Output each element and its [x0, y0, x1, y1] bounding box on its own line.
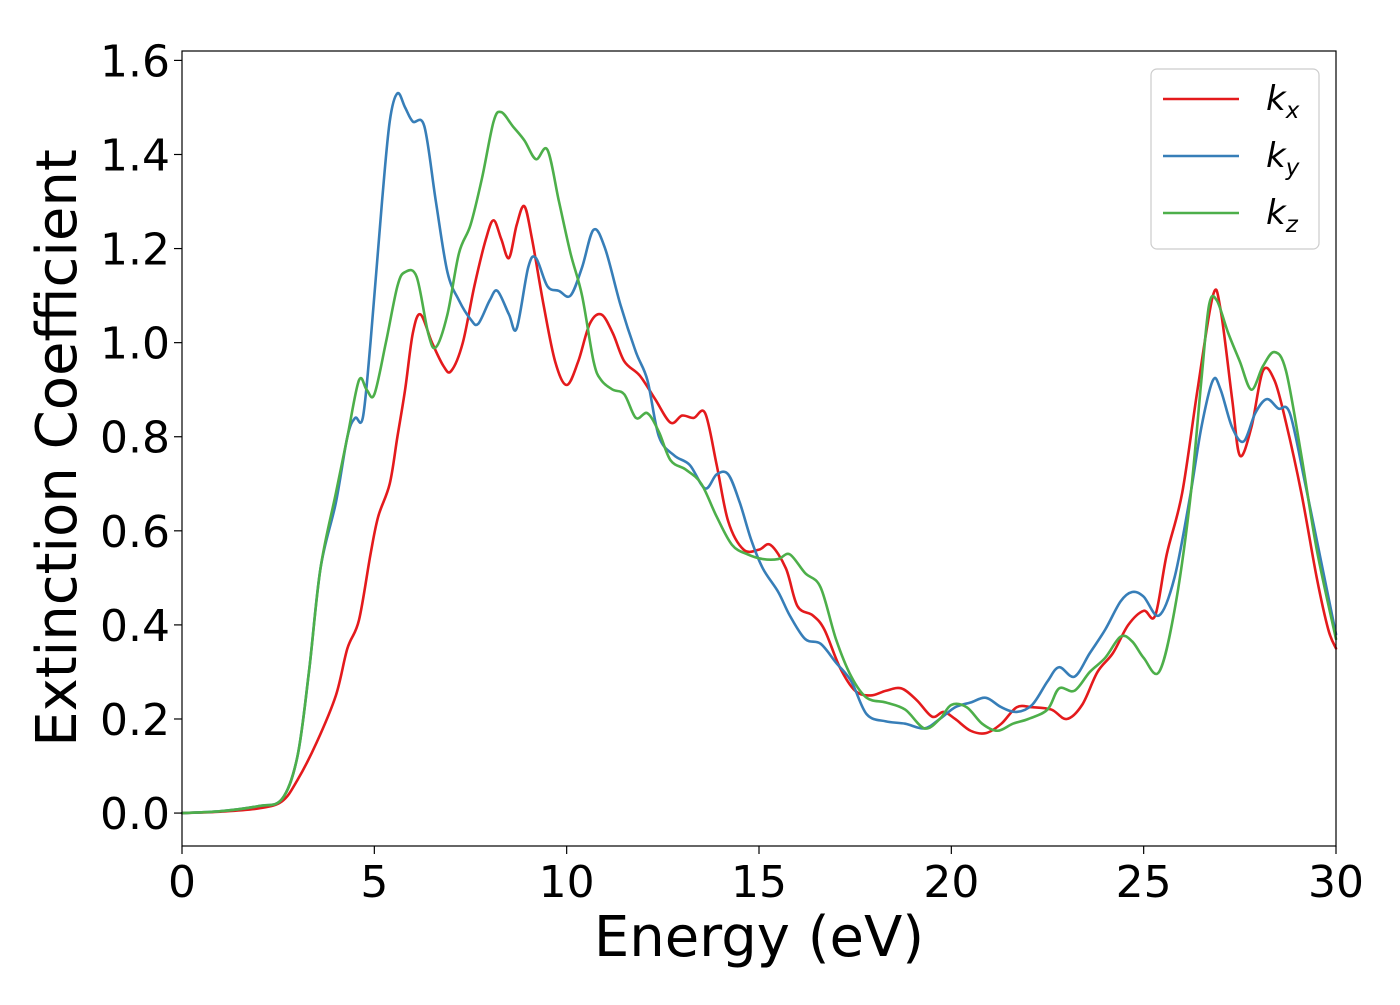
series-layer — [180, 91, 1338, 815]
x-axis-label: Energy (eV) — [594, 905, 924, 970]
y-tick-label: 0.8 — [100, 413, 170, 464]
y-axis-label: Extinction Coefficient — [25, 149, 90, 747]
x-tick-label: 10 — [539, 857, 595, 908]
series-line-kx — [180, 204, 1338, 815]
x-tick-label: 30 — [1308, 857, 1364, 908]
legend-box — [1150, 68, 1320, 250]
y-tick-label: 1.0 — [100, 319, 170, 370]
y-tick-label: 0.2 — [100, 695, 170, 746]
plot-background — [182, 51, 1336, 846]
y-tick-label: 0.6 — [100, 507, 170, 558]
series-line-ky — [180, 91, 1338, 815]
x-tick-label: 20 — [923, 857, 979, 908]
y-tick-label: 1.6 — [100, 36, 170, 87]
x-tick-label: 15 — [731, 857, 787, 908]
x-tick-label: 0 — [168, 857, 196, 908]
x-tick-label: 5 — [360, 857, 388, 908]
series-line-kz — [180, 110, 1338, 815]
y-tick-label: 1.2 — [100, 225, 170, 276]
legend-label-ky: ky — [1266, 136, 1300, 181]
y-tick-label: 0.4 — [100, 601, 170, 652]
x-axis: 0 5 10 15 20 25 30 — [168, 846, 1364, 908]
y-axis: 0.0 0.2 0.4 0.6 0.8 1.0 1.2 1.4 1.6 — [100, 36, 182, 840]
y-tick-label: 0.0 — [100, 789, 170, 840]
y-tick-label: 1.4 — [100, 130, 170, 181]
x-tick-label: 25 — [1116, 857, 1172, 908]
